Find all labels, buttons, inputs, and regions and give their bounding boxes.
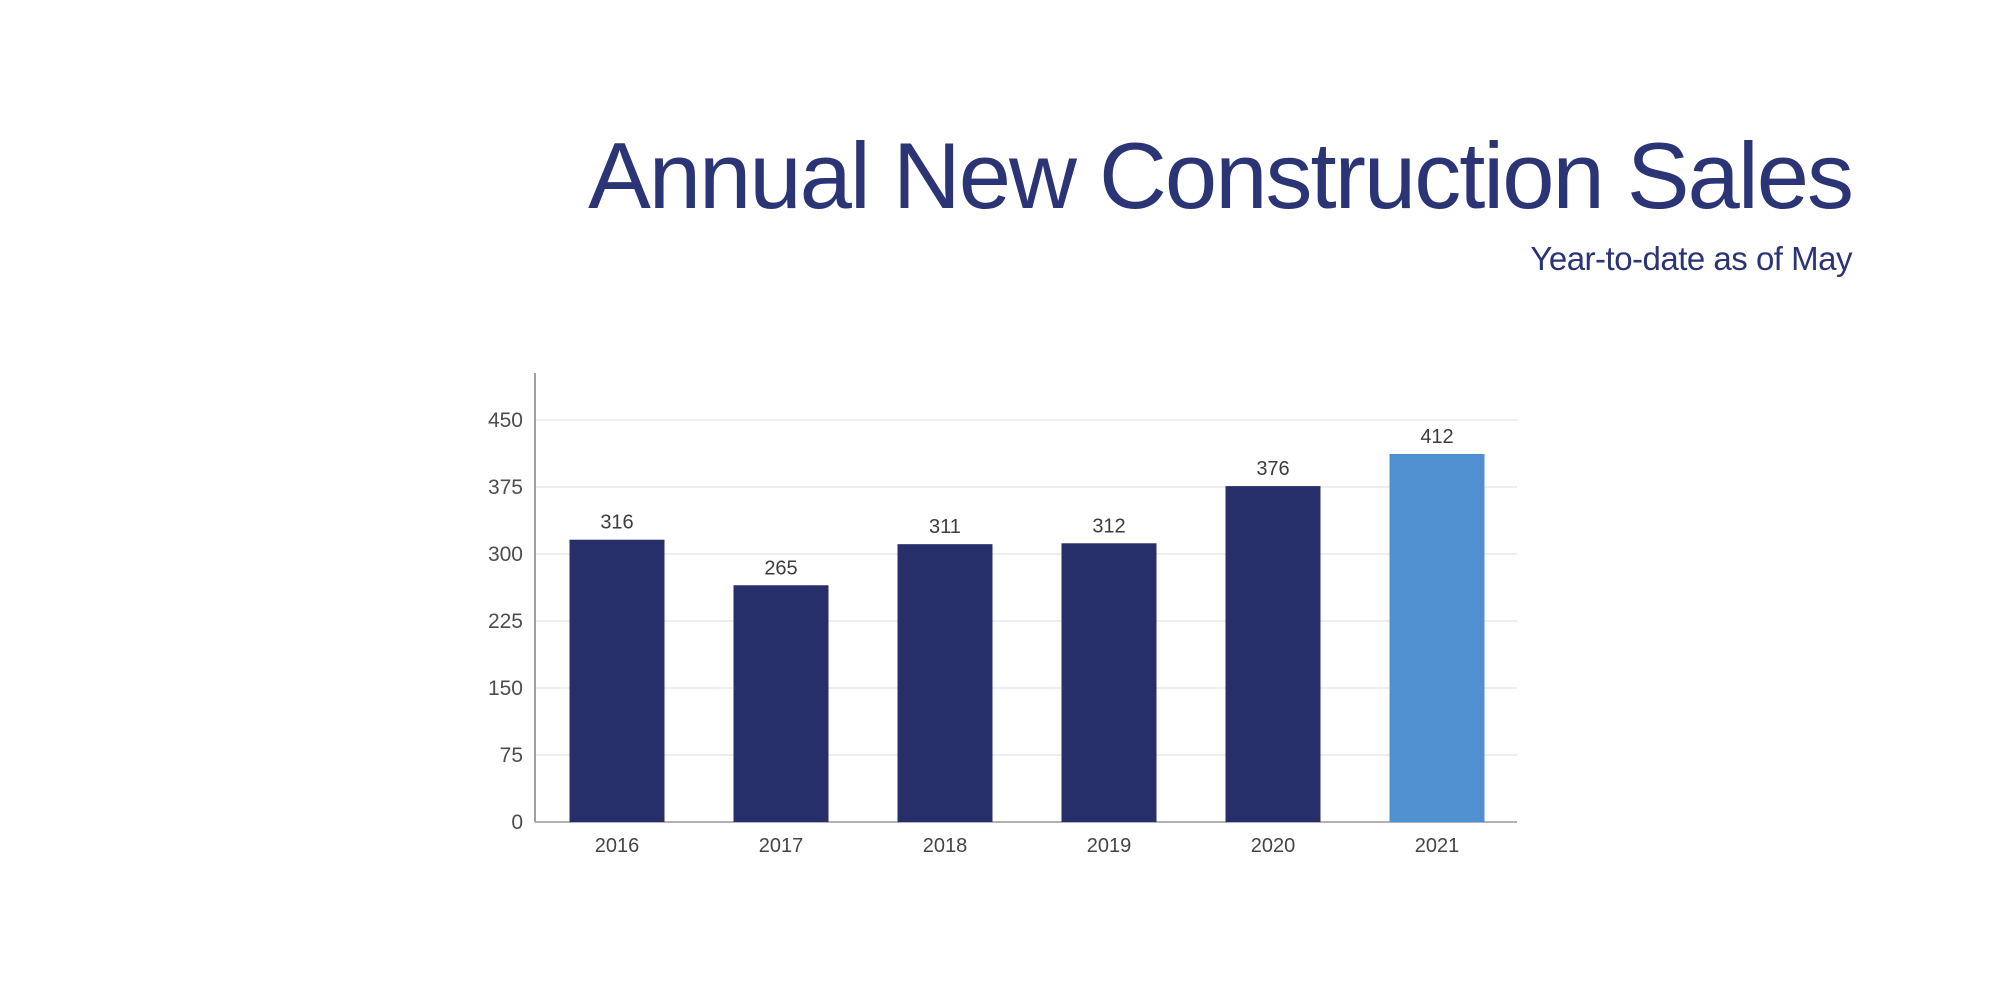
x-axis-label-2017: 2017 [759, 835, 804, 857]
value-label-2017: 265 [764, 557, 797, 579]
y-tick-label-150: 150 [488, 677, 523, 700]
value-label-2016: 316 [600, 512, 633, 534]
bar-2017 [733, 585, 829, 822]
bar-chart-svg: 0 75 150 225 300 375 450 316 2016 265 2017 311 2018 3… [488, 373, 1517, 857]
value-label-2021: 412 [1420, 426, 1453, 448]
bar-2016 [569, 539, 665, 822]
bar-chart: 0 75 150 225 300 375 450 316 2016 265 2017 311 2018 3… [488, 352, 1538, 872]
bar-2019 [1061, 543, 1157, 822]
value-label-2018: 311 [929, 516, 961, 538]
x-axis-label-2018: 2018 [923, 835, 968, 857]
y-tick-label-225: 225 [488, 610, 523, 633]
chart-subtitle: Year-to-date as of May [1530, 240, 1852, 277]
y-tick-label-300: 300 [488, 543, 523, 566]
value-label-2020: 376 [1256, 458, 1289, 480]
x-axis-label-2021: 2021 [1415, 835, 1460, 857]
value-label-2019: 312 [1092, 515, 1125, 537]
bar-2021 [1389, 453, 1485, 822]
y-tick-label-0: 0 [511, 811, 523, 834]
x-axis-label-2020: 2020 [1251, 835, 1296, 857]
x-axis-label-2016: 2016 [595, 835, 640, 857]
page-title: Annual New Construction Sales [588, 123, 1854, 228]
y-tick-label-450: 450 [488, 409, 523, 432]
x-axis-label-2019: 2019 [1087, 835, 1132, 857]
bar-2018 [897, 544, 993, 822]
bar-2020 [1225, 486, 1321, 822]
y-tick-label-75: 75 [500, 744, 523, 767]
y-tick-label-375: 375 [488, 476, 523, 499]
